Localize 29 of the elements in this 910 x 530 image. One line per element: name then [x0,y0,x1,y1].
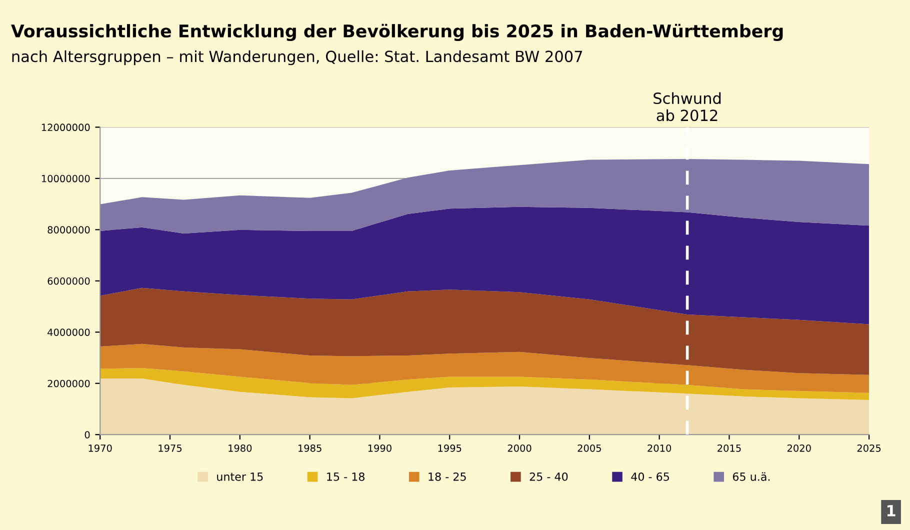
legend-label: unter 15 [217,472,263,481]
x-tick-label: 1980 [228,444,252,452]
chart-title: Voraussichtliche Entwicklung der Bevölkerung bis 2025 in Baden-Württemberg [11,24,783,42]
legend-label: 25 - 40 [530,472,568,481]
x-tick-label: 1975 [158,444,182,452]
x-tick-label: 1970 [88,444,112,452]
legend-label: 40 - 65 [631,472,669,481]
x-tick-label: 2015 [718,444,741,452]
y-tick-label: 10000000 [42,174,90,182]
y-tick-label: 12000000 [42,124,90,132]
x-tick-label: 2020 [787,444,811,452]
y-tick-label: 0 [84,431,90,438]
x-tick-label: 1985 [298,444,322,452]
chart-subtitle: nach Altersgruppen – mit Wanderungen, Quelle: Stat. Landesamt BW 2007 [12,50,582,66]
x-tick-label: 2010 [648,444,672,452]
legend-label: 15 - 18 [327,472,364,481]
y-tick-label: 4000000 [48,328,90,336]
ref-line-label: Schwund ab 2012 [654,92,721,122]
x-tick-label: 1995 [438,444,462,452]
x-tick-label: 2005 [578,444,601,452]
y-tick-label: 2000000 [48,380,90,388]
legend-label: 18 - 25 [428,472,466,481]
y-tick-label: 6000000 [48,277,90,285]
x-tick-label: 2025 [857,444,881,452]
y-tick-label: 8000000 [48,226,90,234]
legend-label: 65 u.ä. [732,472,770,481]
x-tick-label: 1990 [368,444,392,452]
x-tick-label: 2000 [508,444,532,452]
text: 1 [887,505,896,516]
